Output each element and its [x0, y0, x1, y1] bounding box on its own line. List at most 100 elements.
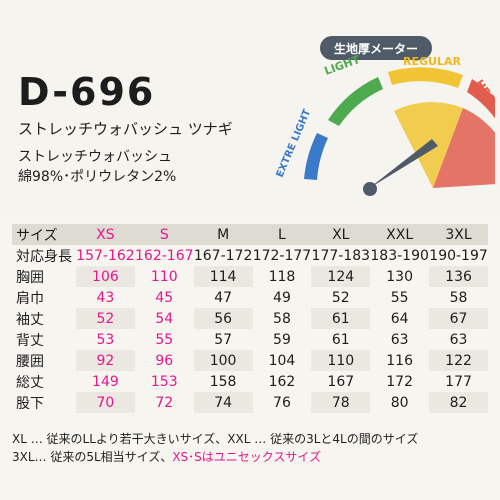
row-label: 総丈	[16, 374, 44, 391]
row-label: 胸囲	[16, 269, 44, 286]
table-cell: 3XL	[429, 224, 488, 245]
meter-needle	[368, 139, 438, 189]
table-cell: 45	[155, 289, 174, 306]
size-notes: XL … 従来のLLより若干大きいサイズ、XXL … 従来の3Lと4Lの間のサイ…	[12, 430, 492, 466]
table-cell: 76	[273, 394, 291, 411]
table-cell: 100	[193, 350, 253, 371]
notes-line-2-prefix: 3XL… 従来の5L相当サイズ、	[12, 450, 173, 464]
meter-label-light: LIGHT	[323, 53, 363, 78]
size-table: サイズ XS S M L XL XXL 3XL 対応身長 157-162 162-167 167-17…	[12, 224, 488, 413]
table-cell: 57	[214, 331, 233, 348]
table-cell: 63	[390, 331, 409, 348]
table-cell: 96	[155, 352, 174, 369]
table-cell: 153	[150, 373, 178, 390]
table-cell: 157-162	[76, 247, 135, 264]
table-cell: 106	[76, 266, 135, 287]
fabric-composition: 綿98%･ポリウレタン2%	[18, 169, 177, 185]
table-row: 総丈 149 153 158 162 167 172 177	[12, 371, 488, 392]
table-cell: 177	[445, 373, 472, 390]
table-cell: 177-183	[311, 247, 371, 264]
table-cell: 52	[331, 289, 350, 306]
notes-line-1: XL … 従来のLLより若干大きいサイズ、XXL … 従来の3Lと4Lの間のサイ…	[12, 432, 419, 446]
table-cell: 136	[429, 266, 488, 287]
table-cell: 110	[311, 350, 371, 371]
table-cell: 49	[273, 289, 291, 306]
meter-fill-heavy	[433, 108, 495, 188]
table-row: 肩巾 43 45 47 49 52 55 58	[12, 287, 488, 308]
table-cell: 58	[449, 289, 468, 306]
table-cell: S	[134, 224, 194, 245]
table-cell: XS	[76, 224, 135, 245]
table-cell: 104	[268, 352, 296, 369]
table-cell: 122	[429, 350, 488, 371]
table-cell: 56	[193, 308, 253, 329]
product-code: D-696	[18, 70, 156, 114]
table-cell: 64	[390, 310, 409, 327]
table-cell: 59	[273, 331, 291, 348]
table-cell: 70	[76, 392, 135, 413]
table-cell: 167-172	[193, 247, 253, 264]
table-cell: 162	[268, 373, 296, 390]
table-header-row: サイズ XS S M L XL XXL 3XL	[12, 224, 488, 245]
thickness-meter: EXTRE LIGHT LIGHT REGULAR HEAVY	[275, 53, 495, 196]
row-label: 袖丈	[16, 311, 44, 328]
table-cell: 162-167	[135, 247, 194, 264]
row-label: 肩巾	[16, 290, 44, 307]
table-cell: 124	[311, 266, 371, 287]
table-row: 胸囲 106 110 114 118 124 130 136	[12, 266, 488, 287]
table-cell: 61	[311, 308, 371, 329]
table-cell: 130	[386, 268, 413, 285]
table-cell: 82	[429, 392, 488, 413]
table-cell: 172	[386, 373, 413, 390]
meter-arc-heavy	[467, 79, 495, 119]
table-cell: 63	[449, 331, 468, 348]
table-cell: M	[193, 224, 253, 245]
table-cell: 74	[193, 392, 253, 413]
table-row: 背丈 53 55 57 59 61 63 63	[12, 329, 488, 350]
table-cell: XXL	[370, 224, 430, 245]
table-row: 対応身長 157-162 162-167 167-172 172-177 177-183 1…	[12, 245, 488, 266]
table-cell: 43	[96, 289, 115, 306]
table-cell: 116	[386, 352, 413, 369]
table-cell: 78	[311, 392, 371, 413]
table-cell: 149	[92, 373, 119, 390]
table-cell: 110	[150, 268, 178, 285]
table-cell: 172-177	[252, 247, 312, 264]
table-cell: 55	[155, 331, 174, 348]
table-cell: 54	[155, 310, 174, 327]
fabric-name: ストレッチウォバッシュ	[18, 149, 172, 165]
table-cell: L	[252, 224, 312, 245]
meter-arc-extra-light	[304, 133, 328, 180]
meter-hub	[363, 182, 377, 196]
meter-arc-regular	[388, 67, 463, 88]
meter-label-regular: REGULAR	[403, 55, 461, 68]
table-cell: 158	[209, 373, 237, 390]
table-cell: 52	[76, 308, 135, 329]
table-cell: 72	[155, 394, 174, 411]
table-cell: 167	[327, 373, 355, 390]
table-row: 股下 70 72 74 76 78 80 82	[12, 392, 488, 413]
table-cell: 67	[429, 308, 488, 329]
table-cell: 118	[268, 268, 296, 285]
table-cell: 80	[390, 394, 409, 411]
table-cell: 183-190	[370, 247, 429, 264]
table-row: 袖丈 52 54 56 58 61 64 67	[12, 308, 488, 329]
notes-unisex-highlight: XS･Sはユニセックスサイズ	[172, 450, 322, 464]
table-cell: 61	[331, 331, 350, 348]
table-row: 腰囲 92 96 100 104 110 116 122	[12, 350, 488, 371]
meter-title: 生地厚メーター	[320, 36, 432, 60]
row-label: 股下	[16, 395, 44, 412]
table-cell: 47	[214, 289, 233, 306]
notes-line-2: 3XL… 従来の5L相当サイズ、XS･Sはユニセックスサイズ	[12, 448, 492, 466]
table-cell: 190-197	[429, 247, 488, 264]
table-cell: XL	[311, 224, 371, 245]
row-label: サイズ	[12, 224, 76, 245]
product-header: D-696 ストレッチウォバッシュ ツナギ ストレッチウォバッシュ 綿98%･ポ…	[0, 0, 500, 218]
meter-arc-light	[328, 77, 383, 126]
table-cell: 55	[390, 289, 409, 306]
row-label: 対応身長	[16, 248, 72, 265]
row-label: 腰囲	[16, 353, 44, 370]
table-cell: 92	[76, 350, 135, 371]
row-label: 背丈	[16, 332, 44, 349]
table-cell: 53	[96, 331, 115, 348]
